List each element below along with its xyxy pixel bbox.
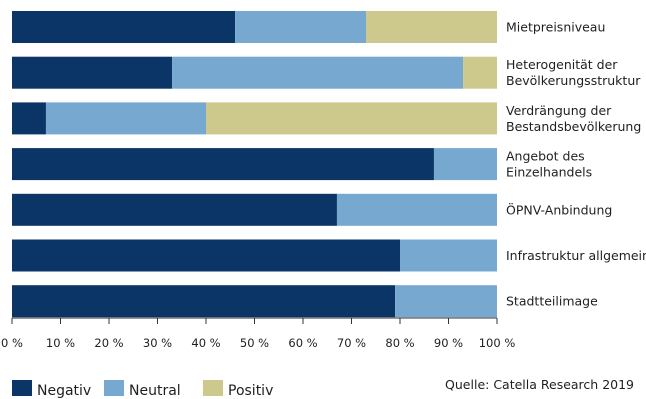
category-label: Verdrängung der (506, 103, 612, 118)
category-label: Mietpreisniveau (506, 20, 605, 35)
bar-segment-neutral (433, 148, 497, 181)
x-tick-label: 60 % (288, 336, 317, 350)
x-tick-label: 10 % (46, 336, 75, 350)
legend-label-negativ: Negativ (37, 383, 91, 399)
bar-segment-positiv (206, 102, 497, 135)
x-tick-label: 40 % (191, 336, 220, 350)
x-tick-label: 90 % (434, 336, 463, 350)
x-tick-label: 20 % (94, 336, 123, 350)
category-label: Bestandsbevölkerung (506, 119, 641, 134)
x-tick-label: 100 % (479, 336, 516, 350)
category-label: ÖPNV-Anbindung (506, 201, 612, 217)
bar-segment-positiv (463, 56, 497, 89)
legend-swatch-neutral (104, 380, 124, 396)
bar-segment-positiv (366, 11, 497, 43)
bar-segment-negativ (12, 56, 173, 89)
x-tick-label: 80 % (385, 336, 414, 350)
x-axis-ticks: 0 % 10 % 20 % 30 % 40 % 50 % 60 % 70 % 80 % 90 % 1… (1, 318, 515, 350)
bar-segment-neutral (172, 56, 464, 89)
legend-label-neutral: Neutral (129, 383, 181, 399)
bar-segment-neutral (336, 193, 497, 226)
bar-segment-negativ (12, 285, 396, 318)
legend-swatch-positiv (203, 380, 223, 396)
bar-segment-negativ (12, 239, 400, 272)
bar-segment-neutral (395, 285, 497, 318)
bar-segment-neutral (45, 102, 207, 135)
bar-segment-negativ (12, 148, 434, 181)
x-tick-label: 0 % (1, 336, 23, 350)
bar-segment-neutral (235, 11, 367, 43)
x-tick-label: 70 % (337, 336, 366, 350)
bar-segment-neutral (400, 239, 497, 272)
category-label: Einzelhandels (506, 165, 592, 180)
category-labels: Mietpreisniveau Heterogenität derBevölker… (506, 20, 646, 309)
x-tick-label: 30 % (143, 336, 172, 350)
legend-label-positiv: Positiv (228, 383, 273, 399)
category-label: Bevölkerungsstruktur (506, 73, 641, 88)
legend: Negativ Neutral Positiv (12, 380, 273, 399)
category-label: Heterogenität der (506, 57, 618, 72)
bar-segment-negativ (12, 102, 46, 135)
category-label: Infrastruktur allgemein (506, 248, 646, 263)
legend-swatch-negativ (12, 380, 32, 396)
category-label: Stadtteilimage (506, 294, 598, 309)
source-note: Quelle: Catella Research 2019 (445, 377, 634, 392)
category-label: Angebot des (506, 149, 585, 164)
bar-segment-negativ (12, 11, 236, 43)
bars-group (12, 11, 497, 318)
bar-segment-negativ (12, 193, 337, 226)
x-tick-label: 50 % (240, 336, 269, 350)
